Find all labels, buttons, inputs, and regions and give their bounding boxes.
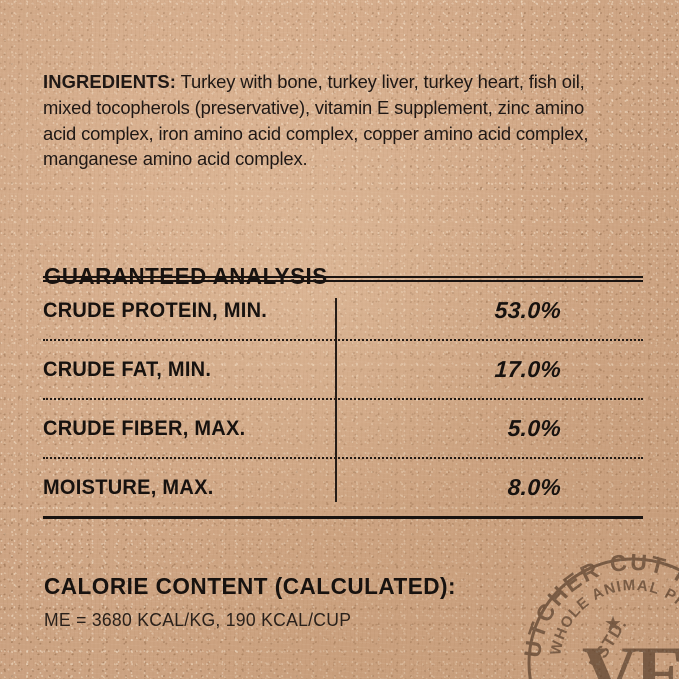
column-divider [335,298,337,502]
table-top-double-rule [43,276,643,282]
table-row: CRUDE FAT, MIN. 17.0% [43,341,643,398]
nutrient-value: 5.0% [507,415,562,441]
nutrient-value: 8.0% [507,474,562,500]
guaranteed-analysis-heading: GUARANTEED ANALYSIS [44,262,328,289]
row-separator [43,457,643,459]
table-bottom-rule [43,516,643,519]
star-icon: ★ [604,611,622,635]
nutrient-value: 53.0% [494,297,562,323]
table-row: CRUDE FIBER, MAX. 5.0% [43,400,643,457]
nutrient-value: 17.0% [494,356,562,382]
seal-outer-ring [527,557,679,679]
ingredients-paragraph: INGREDIENTS: Turkey with bone, turkey li… [43,69,609,171]
seal-monogram: VE [582,630,679,679]
butcher-cut-protein-seal-stamp: BUTCHER CUT PROTEIN WHOLE ANIMAL PROTEIN… [518,548,679,679]
seal-established-label: ESTD. [585,615,631,672]
ingredients-text: Turkey with bone, turkey liver, turkey h… [43,71,589,170]
nutrient-label: CRUDE PROTEIN, MIN. [43,298,268,322]
guaranteed-analysis-rows: CRUDE PROTEIN, MIN. 53.0% CRUDE FAT, MIN… [43,282,643,516]
calorie-content-heading: CALORIE CONTENT (CALCULATED): [44,572,457,599]
guaranteed-analysis-table: CRUDE PROTEIN, MIN. 53.0% CRUDE FAT, MIN… [43,276,643,519]
row-separator [43,339,643,341]
table-row: MOISTURE, MAX. 8.0% [43,459,643,516]
seal-inner-text: WHOLE ANIMAL PROTEIN [547,577,679,657]
row-separator [43,398,643,400]
ingredients-heading: INGREDIENTS: [43,71,177,93]
nutrient-label: CRUDE FAT, MIN. [43,357,212,381]
calorie-content-detail: ME = 3680 KCAL/KG, 190 KCAL/CUP [44,608,352,630]
table-row: CRUDE PROTEIN, MIN. 53.0% [43,282,643,339]
seal-outer-text: BUTCHER CUT PROTEIN [518,548,679,659]
nutrient-label: CRUDE FIBER, MAX. [43,416,246,440]
nutrient-label: MOISTURE, MAX. [43,475,214,499]
